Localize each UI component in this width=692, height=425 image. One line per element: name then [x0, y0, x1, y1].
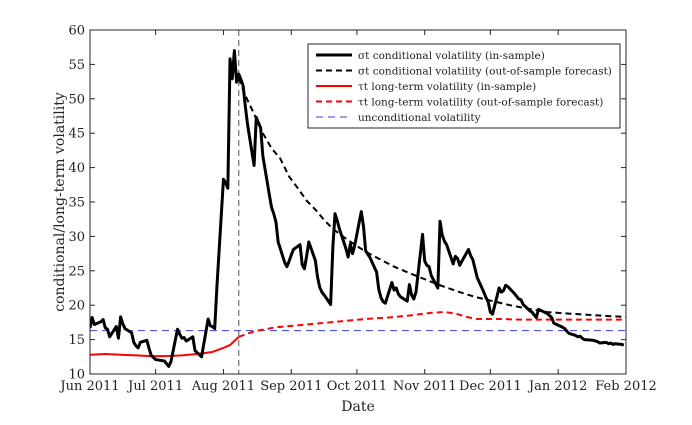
x-tick-label: Jan 2012	[527, 379, 588, 394]
x-axis-title: Date	[341, 399, 374, 415]
x-tick-label: Nov 2011	[393, 379, 457, 394]
y-tick-label: 40	[68, 161, 85, 176]
y-axis-title: conditional/long-term volatility	[52, 92, 68, 312]
y-tick-label: 30	[68, 230, 85, 245]
legend-box	[307, 43, 621, 129]
ticks-layer: 10 15 20 25 30 35 40 45 50 55 60 Jun 2011 Jul 2011 Au…	[58, 24, 656, 395]
x-tick-label: Feb 2012	[595, 379, 657, 394]
series-line-0	[90, 49, 625, 368]
x-tick-label: Dec 2011	[459, 379, 522, 394]
legend-label-2: τt long-term volatility (in-sample)	[358, 81, 536, 93]
y-tick-label: 25	[68, 264, 85, 279]
y-tick-label: 55	[68, 58, 85, 73]
series-line-3	[238, 311, 626, 338]
y-tick-label: 45	[68, 127, 85, 142]
x-tick-label: Sep 2011	[260, 379, 322, 394]
y-tick-label: 10	[68, 368, 85, 383]
y-tick-label: 60	[68, 24, 85, 39]
legend: σt conditional volatility (in-sample) σt …	[307, 43, 621, 129]
y-tick-label: 15	[68, 333, 85, 348]
y-tick-label: 35	[68, 196, 85, 211]
x-tick-label: Jun 2011	[58, 379, 119, 394]
x-tick-label: Oct 2011	[327, 379, 387, 394]
series-line-2	[90, 336, 240, 358]
series-line-1	[237, 77, 626, 318]
legend-label-0: σt conditional volatility (in-sample)	[358, 50, 545, 62]
x-tick-label: Jul 2011	[126, 379, 183, 394]
x-tick-label: Aug 2011	[191, 379, 255, 394]
series-layer	[90, 49, 626, 368]
y-tick-label: 50	[68, 92, 85, 107]
legend-label-4: unconditional volatility	[358, 112, 481, 124]
y-tick-label: 20	[68, 299, 85, 314]
legend-label-3: τt long-term volatility (out-of-sample f…	[358, 97, 603, 109]
legend-label-1: σt conditional volatility (out-of-sample…	[358, 66, 612, 78]
